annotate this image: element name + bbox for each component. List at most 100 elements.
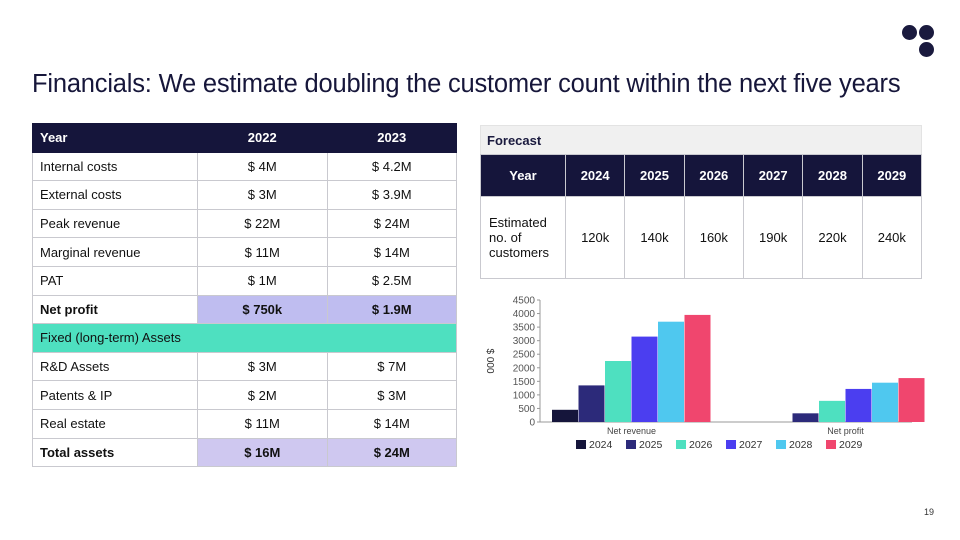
financials-table: Year 2022 2023 Internal costs $ 4M $ 4.2… — [32, 123, 458, 468]
header-2022: 2022 — [197, 123, 328, 153]
row-label: Patents & IP — [32, 380, 198, 410]
x-category-label: Net revenue — [607, 426, 656, 436]
legend-label-2024: 2024 — [589, 439, 613, 451]
company-logo — [902, 25, 936, 59]
forecast-value: 190k — [742, 196, 804, 279]
y-tick-label: 2500 — [513, 350, 536, 361]
slide-title: Financials: We estimate doubling the cus… — [32, 70, 901, 98]
forecast-value: 220k — [802, 196, 863, 279]
forecast-heading: Forecast — [480, 125, 922, 156]
value-2022: $ 750k — [197, 294, 328, 325]
y-tick-label: 4500 — [513, 296, 536, 307]
y-tick-label: 1500 — [513, 377, 536, 388]
value-2023: $ 24M — [326, 208, 458, 239]
section-label: Fixed (long-term) Assets — [32, 323, 457, 353]
value-2022: $ 3M — [197, 351, 328, 382]
value-2023: $ 2.5M — [326, 265, 458, 296]
row-external-costs: External costs $ 3M $ 3.9M — [32, 180, 458, 210]
bar-2025-net-profit — [792, 413, 819, 422]
page-number: 19 — [924, 507, 935, 517]
bar-2028-net-revenue — [658, 321, 684, 422]
row-label: R&D Assets — [32, 351, 198, 382]
y-axis-title: $ 000 — [484, 348, 495, 373]
value-2022: $ 11M — [197, 237, 328, 267]
legend-label-2028: 2028 — [789, 439, 813, 451]
header-year: Year — [32, 123, 198, 153]
bar-2027-net-profit — [845, 388, 872, 422]
forecast-value: 160k — [683, 196, 744, 279]
y-tick-label: 3000 — [513, 336, 536, 347]
value-2023: $ 14M — [326, 237, 458, 267]
legend-swatch-2024 — [576, 440, 586, 449]
legend-swatch-2027 — [726, 440, 736, 449]
legend-label-2029: 2029 — [839, 439, 863, 451]
row-net-profit: Net profit $ 750k $ 1.9M — [32, 294, 458, 325]
x-category-label: Net profit — [827, 426, 864, 436]
value-2022: $ 22M — [197, 208, 328, 239]
forecast-year: 2024 — [564, 154, 626, 197]
bar-2027-net-revenue — [631, 336, 658, 422]
row-pat: PAT $ 1M $ 2.5M — [32, 265, 458, 296]
row-label: External costs — [32, 180, 198, 210]
bar-2028-net-profit — [872, 382, 898, 422]
row-label: PAT — [32, 265, 198, 296]
row-marginal-revenue: Marginal revenue $ 11M $ 14M — [32, 237, 458, 267]
row-label: Net profit — [32, 294, 198, 325]
forecast-year-label: Year — [480, 154, 566, 197]
legend-swatch-2026 — [676, 440, 686, 449]
forecast-year: 2025 — [624, 154, 685, 197]
row-internal-costs: Internal costs $ 4M $ 4.2M — [32, 151, 458, 182]
row-label: Total assets — [32, 437, 198, 468]
value-2023: $ 1.9M — [326, 294, 458, 325]
value-2022: $ 16M — [197, 437, 328, 468]
row-peak-revenue: Peak revenue $ 22M $ 24M — [32, 208, 458, 239]
row-label: Marginal revenue — [32, 237, 198, 267]
y-tick-label: 0 — [529, 418, 535, 429]
row-rd-assets: R&D Assets $ 3M $ 7M — [32, 351, 458, 382]
y-tick-label: 3500 — [513, 323, 536, 334]
value-2023: $ 14M — [326, 408, 458, 439]
forecast-value: 140k — [624, 196, 685, 279]
forecast-row-label: Estimated no. of customers — [480, 196, 566, 279]
row-label: Real estate — [32, 408, 198, 439]
forecast-table: Year 2024 2025 2026 2027 2028 2029 Estim… — [480, 154, 923, 279]
legend-swatch-2025 — [626, 440, 636, 449]
forecast-header-row: Year 2024 2025 2026 2027 2028 2029 — [480, 154, 923, 197]
bar-2029-net-revenue — [684, 314, 711, 422]
value-2023: $ 3M — [326, 380, 458, 410]
forecast-year: 2028 — [802, 154, 863, 197]
bar-2025-net-revenue — [578, 385, 605, 422]
value-2023: $ 24M — [326, 437, 458, 468]
forecast-year: 2026 — [683, 154, 744, 197]
y-tick-label: 500 — [518, 404, 535, 415]
y-tick-label: 4000 — [513, 309, 536, 320]
forecast-year: 2027 — [742, 154, 804, 197]
row-patents-ip: Patents & IP $ 2M $ 3M — [32, 380, 458, 410]
forecast-year: 2029 — [861, 154, 923, 197]
value-2023: $ 4.2M — [326, 151, 458, 182]
bar-2026-net-profit — [819, 400, 845, 422]
legend-label-2027: 2027 — [739, 439, 763, 451]
value-2022: $ 11M — [197, 408, 328, 439]
legend-label-2025: 2025 — [639, 439, 663, 451]
value-2022: $ 2M — [197, 380, 328, 410]
forecast-value: 120k — [564, 196, 626, 279]
forecast-value: 240k — [861, 196, 923, 279]
row-section-fixed-assets: Fixed (long-term) Assets — [32, 323, 457, 353]
forecast-customers-row: Estimated no. of customers 120k 140k 160… — [480, 196, 923, 279]
row-label: Peak revenue — [32, 208, 198, 239]
value-2022: $ 4M — [197, 151, 328, 182]
legend-label-2026: 2026 — [689, 439, 713, 451]
bar-2024-net-revenue — [552, 409, 578, 422]
value-2023: $ 7M — [326, 351, 458, 382]
row-total-assets: Total assets $ 16M $ 24M — [32, 437, 458, 468]
bar-2026-net-revenue — [605, 361, 631, 422]
value-2022: $ 3M — [197, 180, 328, 210]
bar-2029-net-profit — [898, 378, 925, 422]
header-2023: 2023 — [326, 123, 458, 153]
revenue-profit-bar-chart: 0 500 1000 1500 2000 2500 3000 3500 4000 4500 $ 00… — [484, 296, 925, 451]
row-label: Internal costs — [32, 151, 198, 182]
y-tick-label: 2000 — [513, 363, 536, 374]
financials-header-row: Year 2022 2023 — [32, 123, 458, 153]
value-2023: $ 3.9M — [326, 180, 458, 210]
